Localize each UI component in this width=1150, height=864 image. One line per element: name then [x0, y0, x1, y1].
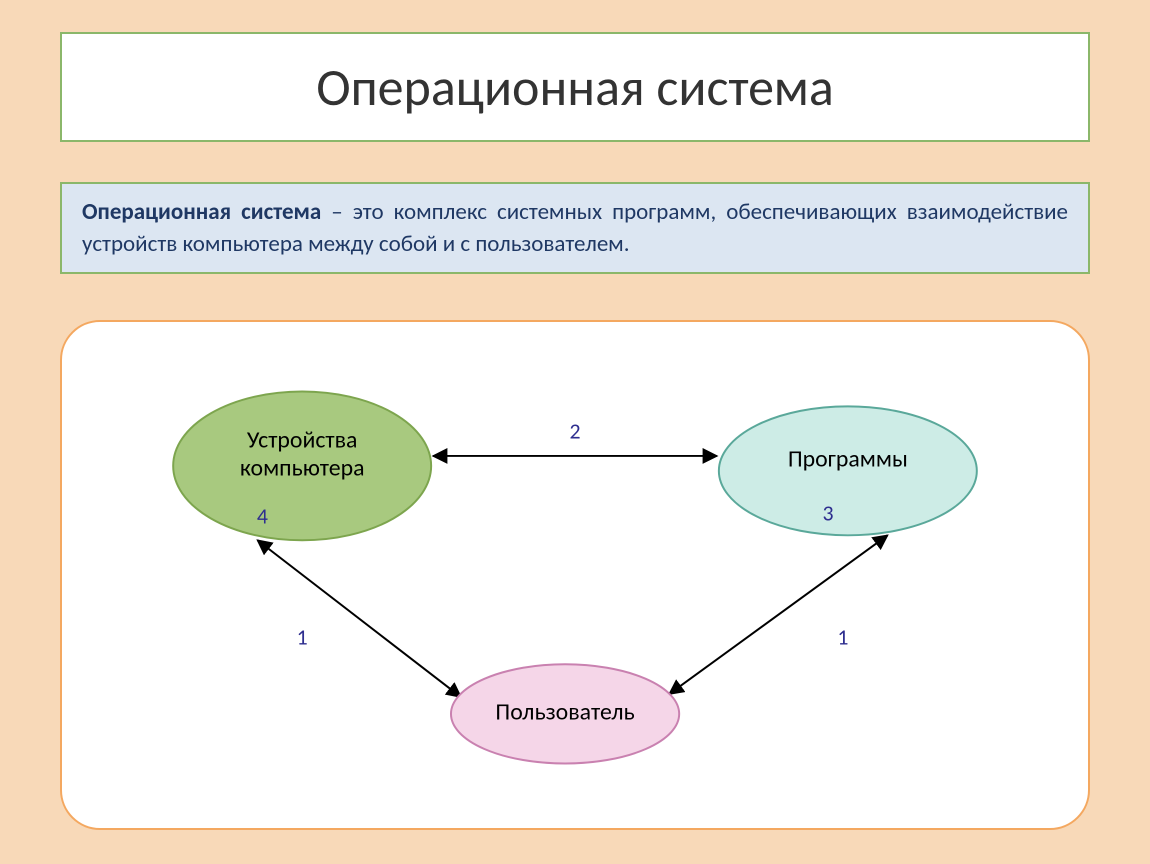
node-label-devices-0: Устройства: [247, 426, 357, 455]
diagram-container: 2 1 1 Устройствакомпьютера 4 Программы 3 Польз…: [60, 320, 1090, 830]
definition-text: Операционная система – это комплекс сист…: [82, 196, 1068, 260]
page-title: Операционная система: [316, 55, 834, 119]
edge-programs-user: [669, 535, 887, 694]
edge-label-devices-programs: 2: [569, 417, 580, 444]
node-number-programs: 3: [822, 500, 833, 527]
title-box: Операционная система: [60, 32, 1090, 142]
edge-label-devices-user: 1: [297, 624, 308, 651]
node-number-devices: 4: [257, 503, 268, 530]
node-label-devices-1: компьютера: [240, 454, 365, 483]
node-label-user-0: Пользователь: [495, 698, 634, 727]
nodes-group: Устройствакомпьютера 4 Программы 3 Пользоват…: [173, 391, 977, 763]
edge-devices-user: [258, 540, 461, 697]
definition-bold: Операционная система: [82, 198, 321, 226]
definition-box: Операционная система – это комплекс сист…: [60, 182, 1090, 274]
node-label-programs-0: Программы: [788, 445, 908, 474]
edge-label-programs-user: 1: [837, 624, 848, 651]
diagram-svg: 2 1 1 Устройствакомпьютера 4 Программы 3 Польз…: [62, 322, 1088, 828]
